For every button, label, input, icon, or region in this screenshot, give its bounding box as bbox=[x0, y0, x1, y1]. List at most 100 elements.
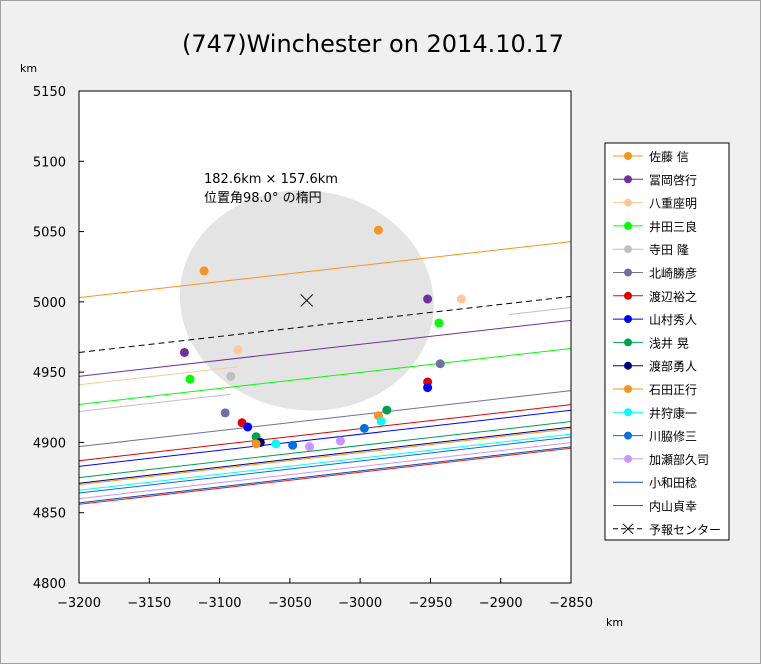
legend-marker-10 bbox=[624, 385, 632, 393]
legend-entry-0: 佐藤 信 bbox=[613, 150, 689, 164]
y-tick-label-0: 4800 bbox=[33, 577, 66, 592]
legend-marker-8 bbox=[624, 338, 632, 347]
x-tick-label-0: −3200 bbox=[57, 596, 101, 611]
x-tick-label-7: −2850 bbox=[549, 596, 593, 611]
series-point-11-0 bbox=[271, 439, 281, 449]
y-tick-label-2: 4900 bbox=[33, 436, 66, 451]
x-tick-label-5: −2950 bbox=[408, 596, 452, 611]
series-point-1-1 bbox=[423, 294, 433, 304]
series-point-7-0 bbox=[243, 422, 253, 432]
legend-entry-1: 冨岡啓行 bbox=[613, 172, 697, 187]
series-line-13 bbox=[79, 442, 571, 500]
series-line-6 bbox=[79, 404, 571, 462]
series-point-11-1 bbox=[376, 416, 386, 426]
series-line-1 bbox=[79, 319, 571, 377]
series-line-16 bbox=[79, 295, 571, 353]
legend-entry-9: 渡部勇人 bbox=[613, 359, 697, 374]
series-point-0-1 bbox=[373, 225, 383, 235]
legend-marker-7 bbox=[624, 315, 632, 324]
legend-label-0: 佐藤 信 bbox=[649, 150, 689, 164]
series-line-5 bbox=[79, 390, 571, 448]
series-point-2-0 bbox=[233, 345, 243, 355]
series-line-14 bbox=[79, 446, 571, 504]
legend-entry-2: 八重座明 bbox=[613, 196, 697, 211]
series-point-12-1 bbox=[359, 423, 369, 433]
legend-label-3: 井田三良 bbox=[649, 219, 697, 234]
series-point-8-1 bbox=[382, 405, 392, 415]
series-point-13-0 bbox=[305, 442, 315, 452]
chart-title: (747)Winchester on 2014.10.17 bbox=[182, 30, 564, 58]
legend-entry-8: 浅井 晃 bbox=[613, 336, 689, 350]
legend-entry-3: 井田三良 bbox=[613, 219, 697, 234]
series-line-9 bbox=[79, 426, 571, 484]
legend-label-13: 加瀬部久司 bbox=[649, 452, 709, 467]
series-line-12 bbox=[79, 436, 571, 494]
series-line-0 bbox=[79, 241, 571, 299]
x-tick-label-6: −2900 bbox=[479, 596, 523, 611]
ellipse-angle-annotation: 位置角98.0° の楕円 bbox=[204, 191, 322, 206]
y-tick-label-7: 5150 bbox=[33, 85, 66, 100]
series-line-4 bbox=[79, 393, 231, 412]
legend-marker-13 bbox=[624, 454, 632, 463]
legend-entry-5: 北崎勝彦 bbox=[613, 266, 697, 281]
plot-border bbox=[78, 90, 572, 584]
legend-label-8: 浅井 晃 bbox=[649, 336, 689, 350]
y-tick-label-1: 4850 bbox=[33, 507, 66, 522]
series-point-10-0 bbox=[251, 439, 261, 449]
y-unit-label: km bbox=[20, 62, 37, 75]
series-point-2-1 bbox=[456, 294, 466, 304]
series-line-8 bbox=[79, 421, 571, 479]
series-point-16-0 bbox=[300, 294, 314, 307]
legend-entry-4: 寺田 隆 bbox=[613, 242, 689, 257]
x-tick-label-1: −3150 bbox=[127, 596, 171, 611]
legend-label-16: 予報センター bbox=[649, 523, 721, 537]
series-line-15 bbox=[79, 447, 571, 505]
legend-entry-11: 井狩康一 bbox=[613, 405, 697, 420]
legend-marker-5 bbox=[624, 268, 632, 277]
legend-marker-9 bbox=[624, 361, 632, 370]
y-tick-label-6: 5100 bbox=[33, 155, 66, 170]
legend-entry-13: 加瀬部久司 bbox=[613, 452, 709, 467]
legend-marker-3 bbox=[624, 221, 632, 230]
legend-entry-7: 山村秀人 bbox=[613, 313, 697, 327]
legend-label-11: 井狩康一 bbox=[649, 405, 697, 420]
series-line-7 bbox=[79, 409, 571, 467]
legend-entry-6: 渡辺裕之 bbox=[613, 289, 697, 304]
series-point-7-1 bbox=[423, 383, 433, 393]
series-point-13-1 bbox=[335, 436, 345, 446]
legend-label-1: 冨岡啓行 bbox=[649, 172, 697, 187]
legend-label-5: 北崎勝彦 bbox=[649, 266, 697, 281]
y-tick-label-3: 4950 bbox=[33, 366, 66, 381]
series-line-3 bbox=[79, 347, 571, 405]
series-point-4-0 bbox=[226, 371, 236, 381]
y-tick-label-4: 5000 bbox=[33, 296, 66, 311]
series-point-3-1 bbox=[434, 318, 444, 328]
x-unit-label: km bbox=[606, 616, 623, 629]
series-point-1-0 bbox=[179, 347, 189, 357]
legend-entry-15: 内山貞幸 bbox=[613, 500, 697, 514]
legend-marker-12 bbox=[624, 431, 632, 440]
series-line-11 bbox=[79, 433, 571, 491]
legend-label-2: 八重座明 bbox=[649, 196, 697, 211]
series-point-12-0 bbox=[288, 440, 298, 450]
legend-label-15: 内山貞幸 bbox=[649, 500, 697, 514]
legend-marker-2 bbox=[624, 198, 632, 207]
legend-marker-6 bbox=[624, 291, 632, 300]
series-point-0-0 bbox=[199, 266, 209, 276]
legend-label-12: 川脇修三 bbox=[649, 429, 697, 444]
legend-entry-10: 石田正行 bbox=[613, 383, 697, 397]
legend-label-4: 寺田 隆 bbox=[649, 242, 689, 257]
series-point-3-0 bbox=[185, 374, 195, 384]
legend-marker-0 bbox=[624, 152, 632, 160]
x-tick-label-2: −3100 bbox=[198, 596, 242, 611]
x-tick-label-4: −3000 bbox=[338, 596, 382, 611]
y-axis: 4800 4850 4900 4950 5000 5050 5100 5150 bbox=[33, 85, 84, 592]
legend-label-10: 石田正行 bbox=[649, 383, 697, 397]
legend-entry-12: 川脇修三 bbox=[613, 429, 697, 444]
extra-gray-segment bbox=[509, 306, 571, 316]
series-line-2 bbox=[79, 366, 238, 386]
legend-label-9: 渡部勇人 bbox=[649, 359, 697, 374]
legend-label-6: 渡辺裕之 bbox=[649, 289, 697, 304]
